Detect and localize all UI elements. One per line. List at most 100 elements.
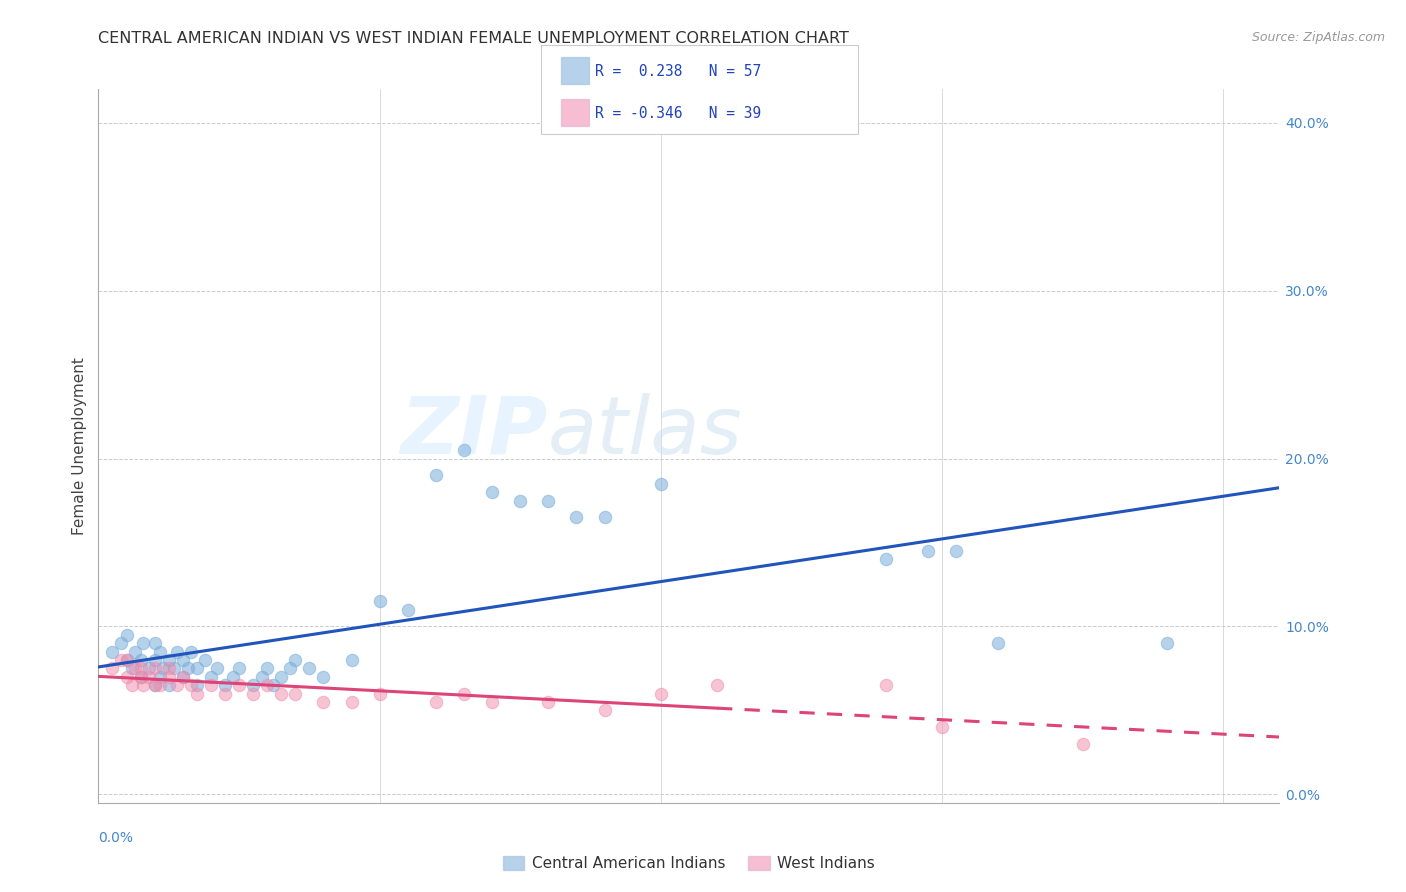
Point <box>115 653 138 667</box>
Point <box>945 544 967 558</box>
Point <box>214 678 236 692</box>
Point <box>242 678 264 692</box>
Point <box>453 687 475 701</box>
Text: atlas: atlas <box>547 392 742 471</box>
Point <box>129 653 152 667</box>
Point <box>250 670 273 684</box>
Point <box>340 653 363 667</box>
Point <box>222 670 245 684</box>
Point <box>129 670 152 684</box>
Point <box>256 678 278 692</box>
Point <box>157 653 180 667</box>
Point <box>157 670 180 684</box>
Point <box>157 678 180 692</box>
Text: ZIP: ZIP <box>399 392 547 471</box>
Point <box>129 670 152 684</box>
Point <box>115 628 138 642</box>
Point <box>180 645 202 659</box>
Text: R =  0.238   N = 57: R = 0.238 N = 57 <box>595 64 761 78</box>
Point <box>214 687 236 701</box>
Point <box>340 695 363 709</box>
Point <box>149 670 172 684</box>
Point <box>256 661 278 675</box>
Point <box>157 661 180 675</box>
Point <box>706 678 728 692</box>
Legend: Central American Indians, West Indians: Central American Indians, West Indians <box>496 849 882 877</box>
Point <box>875 552 897 566</box>
Point <box>200 678 222 692</box>
Point <box>368 594 391 608</box>
Point <box>228 661 250 675</box>
Point <box>650 476 672 491</box>
Point <box>200 670 222 684</box>
Point <box>284 687 307 701</box>
Point <box>650 687 672 701</box>
Point <box>312 670 335 684</box>
Point <box>509 493 531 508</box>
Point <box>1156 636 1178 650</box>
Point <box>186 687 208 701</box>
Point <box>1071 737 1094 751</box>
Point <box>143 653 166 667</box>
Point <box>186 661 208 675</box>
Point <box>124 661 146 675</box>
Point <box>537 695 560 709</box>
Point <box>262 678 284 692</box>
Point <box>228 678 250 692</box>
Point <box>124 645 146 659</box>
Point <box>298 661 321 675</box>
Point <box>425 695 447 709</box>
Point <box>987 636 1010 650</box>
Point <box>368 687 391 701</box>
Point <box>177 661 200 675</box>
Point <box>270 687 292 701</box>
Point <box>132 636 155 650</box>
Point <box>138 661 160 675</box>
Text: R = -0.346   N = 39: R = -0.346 N = 39 <box>595 105 761 120</box>
Text: 0.0%: 0.0% <box>98 831 134 846</box>
Text: CENTRAL AMERICAN INDIAN VS WEST INDIAN FEMALE UNEMPLOYMENT CORRELATION CHART: CENTRAL AMERICAN INDIAN VS WEST INDIAN F… <box>98 31 849 46</box>
Point <box>132 678 155 692</box>
Point <box>166 645 188 659</box>
Point <box>172 670 194 684</box>
Point <box>917 544 939 558</box>
Point <box>149 678 172 692</box>
Point <box>129 661 152 675</box>
Point <box>278 661 301 675</box>
Point <box>172 670 194 684</box>
Point <box>194 653 217 667</box>
Point <box>143 636 166 650</box>
Point <box>312 695 335 709</box>
Point <box>186 678 208 692</box>
Point <box>481 485 503 500</box>
Point <box>166 678 188 692</box>
Point <box>115 653 138 667</box>
Point <box>138 670 160 684</box>
Point <box>593 510 616 524</box>
Y-axis label: Female Unemployment: Female Unemployment <box>72 357 87 535</box>
Point <box>270 670 292 684</box>
Point <box>565 510 588 524</box>
Point <box>143 661 166 675</box>
Point <box>110 653 132 667</box>
Point <box>453 443 475 458</box>
Point <box>875 678 897 692</box>
Point <box>481 695 503 709</box>
Point <box>110 636 132 650</box>
Point <box>121 661 143 675</box>
Point <box>180 678 202 692</box>
Text: Source: ZipAtlas.com: Source: ZipAtlas.com <box>1251 31 1385 45</box>
Point <box>101 661 124 675</box>
Point <box>205 661 228 675</box>
Point <box>242 687 264 701</box>
Point <box>537 493 560 508</box>
Point <box>101 645 124 659</box>
Point <box>425 468 447 483</box>
Point <box>152 661 174 675</box>
Point <box>593 703 616 717</box>
Point <box>284 653 307 667</box>
Point <box>396 603 419 617</box>
Point <box>931 720 953 734</box>
Point <box>121 678 143 692</box>
Point <box>149 645 172 659</box>
